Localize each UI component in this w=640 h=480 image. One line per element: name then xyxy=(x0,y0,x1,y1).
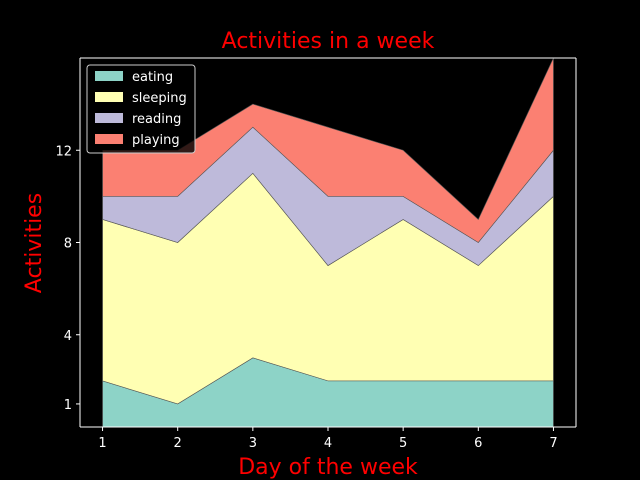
legend-swatch-sleeping xyxy=(95,92,123,102)
y-axis-label: Activities xyxy=(22,193,47,293)
y-tick-label: 8 xyxy=(64,237,72,252)
legend: eating sleeping reading playing xyxy=(86,64,196,154)
x-tick-label: 7 xyxy=(549,436,557,451)
area-playing xyxy=(102,57,554,243)
x-axis-ticks: 1 2 3 4 5 6 7 xyxy=(98,427,558,451)
x-tick-label: 2 xyxy=(174,436,182,451)
legend-label-sleeping: sleeping xyxy=(132,91,187,106)
chart-title: Activities in a week xyxy=(222,29,435,54)
x-tick-label: 5 xyxy=(399,436,407,451)
x-axis-label: Day of the week xyxy=(238,455,418,480)
y-tick-label: 1 xyxy=(64,398,72,413)
x-tick-label: 1 xyxy=(98,436,106,451)
x-tick-label: 6 xyxy=(474,436,482,451)
legend-box xyxy=(86,64,196,154)
area-layers xyxy=(102,57,554,428)
legend-label-eating: eating xyxy=(132,70,173,85)
legend-label-reading: reading xyxy=(132,112,181,127)
y-tick-label: 12 xyxy=(55,144,72,159)
y-axis-ticks: 1 4 8 12 xyxy=(55,144,80,413)
x-tick-label: 3 xyxy=(249,436,257,451)
legend-swatch-eating xyxy=(95,71,123,81)
y-tick-label: 4 xyxy=(64,329,72,344)
legend-swatch-playing xyxy=(95,134,123,144)
legend-swatch-reading xyxy=(95,113,123,123)
legend-label-playing: playing xyxy=(132,133,180,148)
x-tick-label: 4 xyxy=(324,436,332,451)
